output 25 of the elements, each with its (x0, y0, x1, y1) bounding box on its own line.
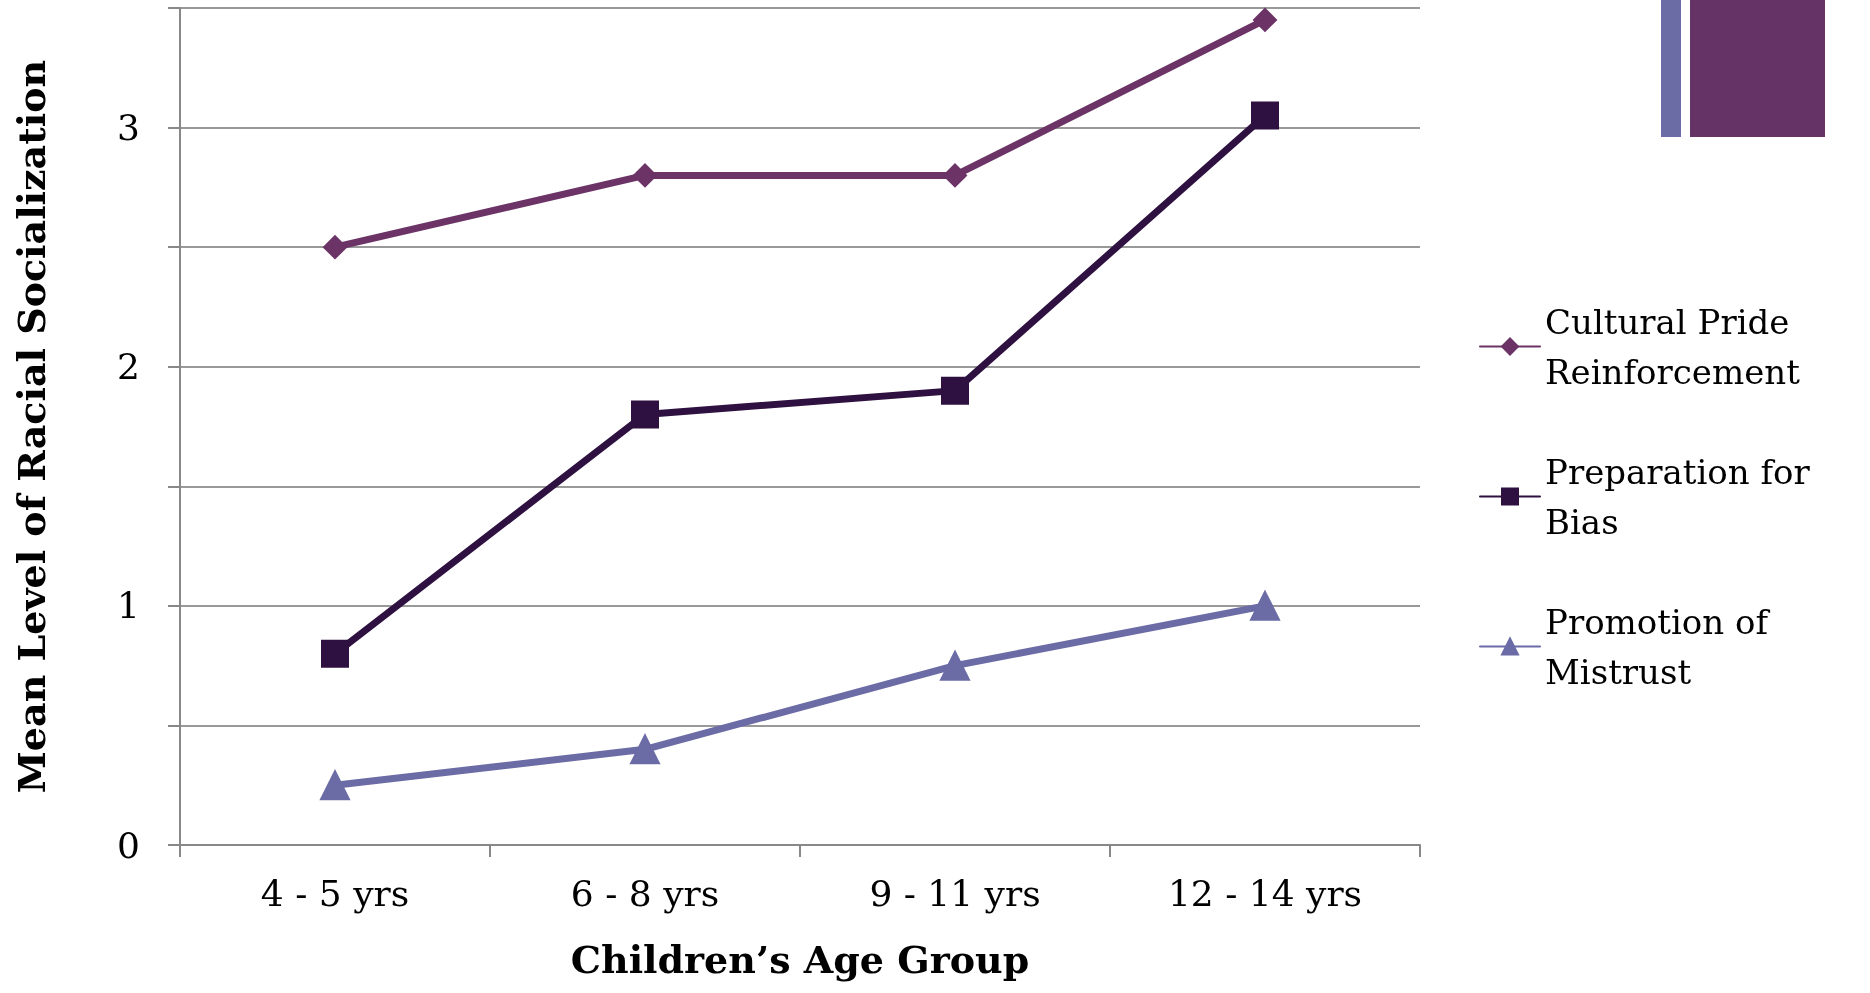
point (1250, 590, 1280, 621)
x-tick-label: 12 - 14 yrs (1167, 872, 1363, 914)
y-tick-label: 2 (117, 346, 140, 388)
point (323, 235, 347, 260)
legend-label: Preparation for Bias (1545, 451, 1821, 542)
point (320, 770, 350, 801)
x-tick-label: 6 - 8 yrs (570, 872, 720, 914)
point (940, 650, 970, 681)
point (633, 163, 657, 188)
y-axis-title: Mean Level of Racial Socialization (8, 59, 54, 794)
y-tick-label: 1 (117, 585, 140, 627)
x-tick-label: 4 - 5 yrs (260, 872, 410, 914)
point (1253, 7, 1277, 32)
y-tick-label: 0 (117, 824, 140, 866)
point (941, 376, 969, 405)
point (321, 639, 349, 668)
point (1251, 101, 1279, 130)
x-axis-title: Children’s Age Group (570, 936, 1030, 982)
legend-label: Cultural Pride Reinforcement (1545, 301, 1801, 392)
legend-label: Promotion of Mistrust (1545, 601, 1779, 692)
point (630, 734, 660, 765)
x-tick-label: 9 - 11 yrs (869, 872, 1041, 914)
point (943, 163, 967, 188)
y-tick-label: 3 (117, 107, 140, 149)
point (631, 400, 659, 429)
